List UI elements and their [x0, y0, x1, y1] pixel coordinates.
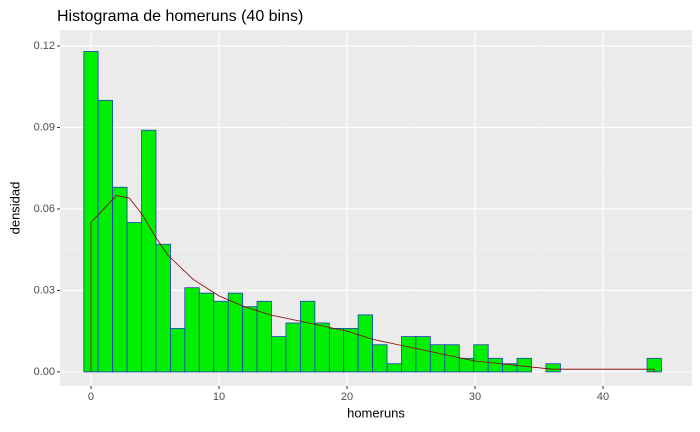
x-tick-label: 40: [597, 391, 609, 403]
bar: [184, 287, 200, 373]
density-line: [90, 194, 655, 372]
bar: [545, 363, 561, 373]
bar: [314, 322, 330, 373]
y-tick-label: 0.09: [34, 121, 55, 133]
bar: [97, 99, 114, 373]
bar: [126, 222, 142, 373]
bar: [386, 363, 402, 373]
bar: [429, 344, 446, 373]
bar: [170, 328, 186, 373]
bar: [141, 129, 157, 373]
x-axis-label: homeruns: [347, 405, 405, 420]
x-tick-label: 0: [88, 391, 94, 403]
bar: [415, 336, 431, 373]
bar: [372, 344, 388, 373]
x-tick-label: 20: [341, 391, 353, 403]
x-tick-label: 10: [213, 391, 225, 403]
chart-title: Histograma de homeruns (40 bins): [57, 8, 303, 25]
bar: [444, 344, 460, 373]
y-tick-label: 0.12: [34, 40, 55, 52]
bar: [401, 336, 417, 373]
y-axis-label: densidad: [7, 182, 22, 235]
bar: [487, 357, 503, 373]
bar: [357, 314, 374, 373]
bar: [242, 306, 258, 373]
bar: [256, 300, 272, 373]
bar: [213, 300, 229, 373]
bar: [516, 357, 532, 373]
x-tick-label: 30: [469, 391, 481, 403]
y-tick-label: 0.06: [34, 203, 55, 215]
bar: [198, 292, 215, 373]
bar: [271, 336, 287, 373]
bar: [328, 328, 345, 373]
bar: [155, 243, 171, 373]
bar: [473, 344, 489, 373]
bar: [343, 328, 359, 373]
bar: [285, 322, 301, 373]
bar: [300, 300, 316, 373]
bar: [112, 186, 128, 373]
y-tick-label: 0.03: [34, 284, 55, 296]
y-tick-label: 0.00: [34, 366, 55, 378]
